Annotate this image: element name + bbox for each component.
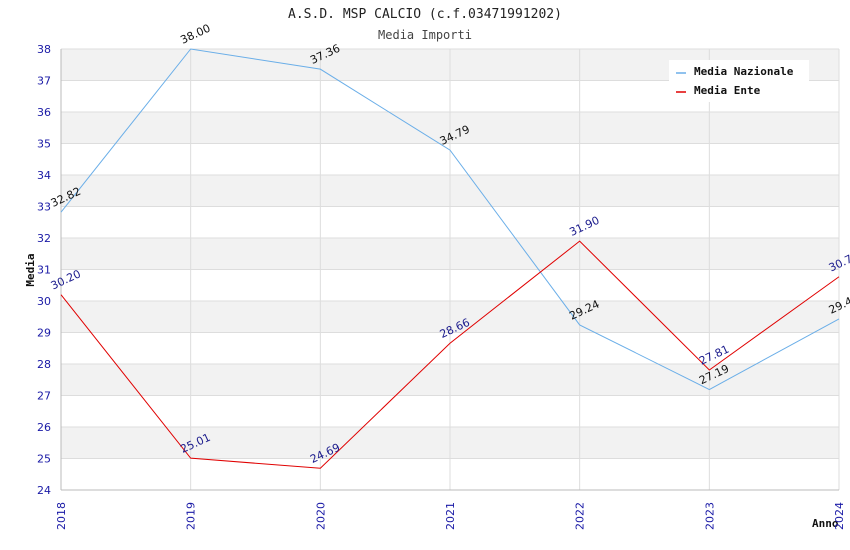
y-tick-labels: 24 25 26 27 28 29 30 31 32 33 34 35 36 37 38: [37, 43, 51, 497]
y-tick-label: 36: [37, 106, 51, 119]
series-line-media-ente: [60, 240, 840, 469]
x-tick-label: 2020: [314, 502, 327, 530]
legend-label-media-nazionale: Media Nazionale: [694, 65, 794, 78]
y-tick-label: 37: [37, 75, 51, 88]
legend: Media Nazionale Media Ente: [669, 60, 809, 102]
data-label-media-nazionale: 38.00: [178, 22, 212, 47]
y-tick-label: 38: [37, 43, 51, 56]
data-label-media-ente: 30.20: [49, 267, 83, 292]
x-tick-label: 2024: [833, 502, 846, 530]
y-tick-label: 33: [37, 201, 51, 214]
y-tick-label: 26: [37, 421, 51, 434]
legend-label-media-ente: Media Ente: [694, 84, 761, 97]
data-label-media-ente: 31.90: [567, 214, 601, 239]
y-tick-label: 29: [37, 327, 51, 340]
x-tick-label: 2018: [55, 502, 68, 530]
chart-title: A.S.D. MSP CALCIO (c.f.03471991202): [288, 7, 562, 22]
y-tick-label: 31: [37, 264, 51, 277]
y-tick-label: 30: [37, 295, 51, 308]
y-tick-label: 27: [37, 390, 51, 403]
x-tick-labels: 2018 2019 2020 2021 2022 2023 2024: [55, 502, 846, 530]
y-axis-label: Media: [24, 253, 37, 286]
x-tick-label: 2019: [185, 502, 198, 530]
series-lines: [60, 48, 840, 469]
data-label-media-nazionale: 29.43: [827, 292, 850, 317]
chart-subtitle: Media Importi: [378, 28, 472, 42]
x-tick-label: 2022: [574, 502, 587, 530]
x-tick-label: 2023: [703, 502, 716, 530]
legend-box: [669, 60, 809, 102]
y-tick-label: 28: [37, 358, 51, 371]
y-tick-label: 24: [37, 484, 51, 497]
axes: [60, 49, 839, 491]
y-tick-label: 35: [37, 138, 51, 151]
x-tick-label: 2021: [444, 502, 457, 530]
series-line-media-nazionale: [60, 48, 840, 391]
y-tick-label: 34: [37, 169, 51, 182]
x-axis-label: Anno: [812, 517, 839, 530]
y-tick-label: 25: [37, 453, 51, 466]
y-tick-label: 32: [37, 232, 51, 245]
